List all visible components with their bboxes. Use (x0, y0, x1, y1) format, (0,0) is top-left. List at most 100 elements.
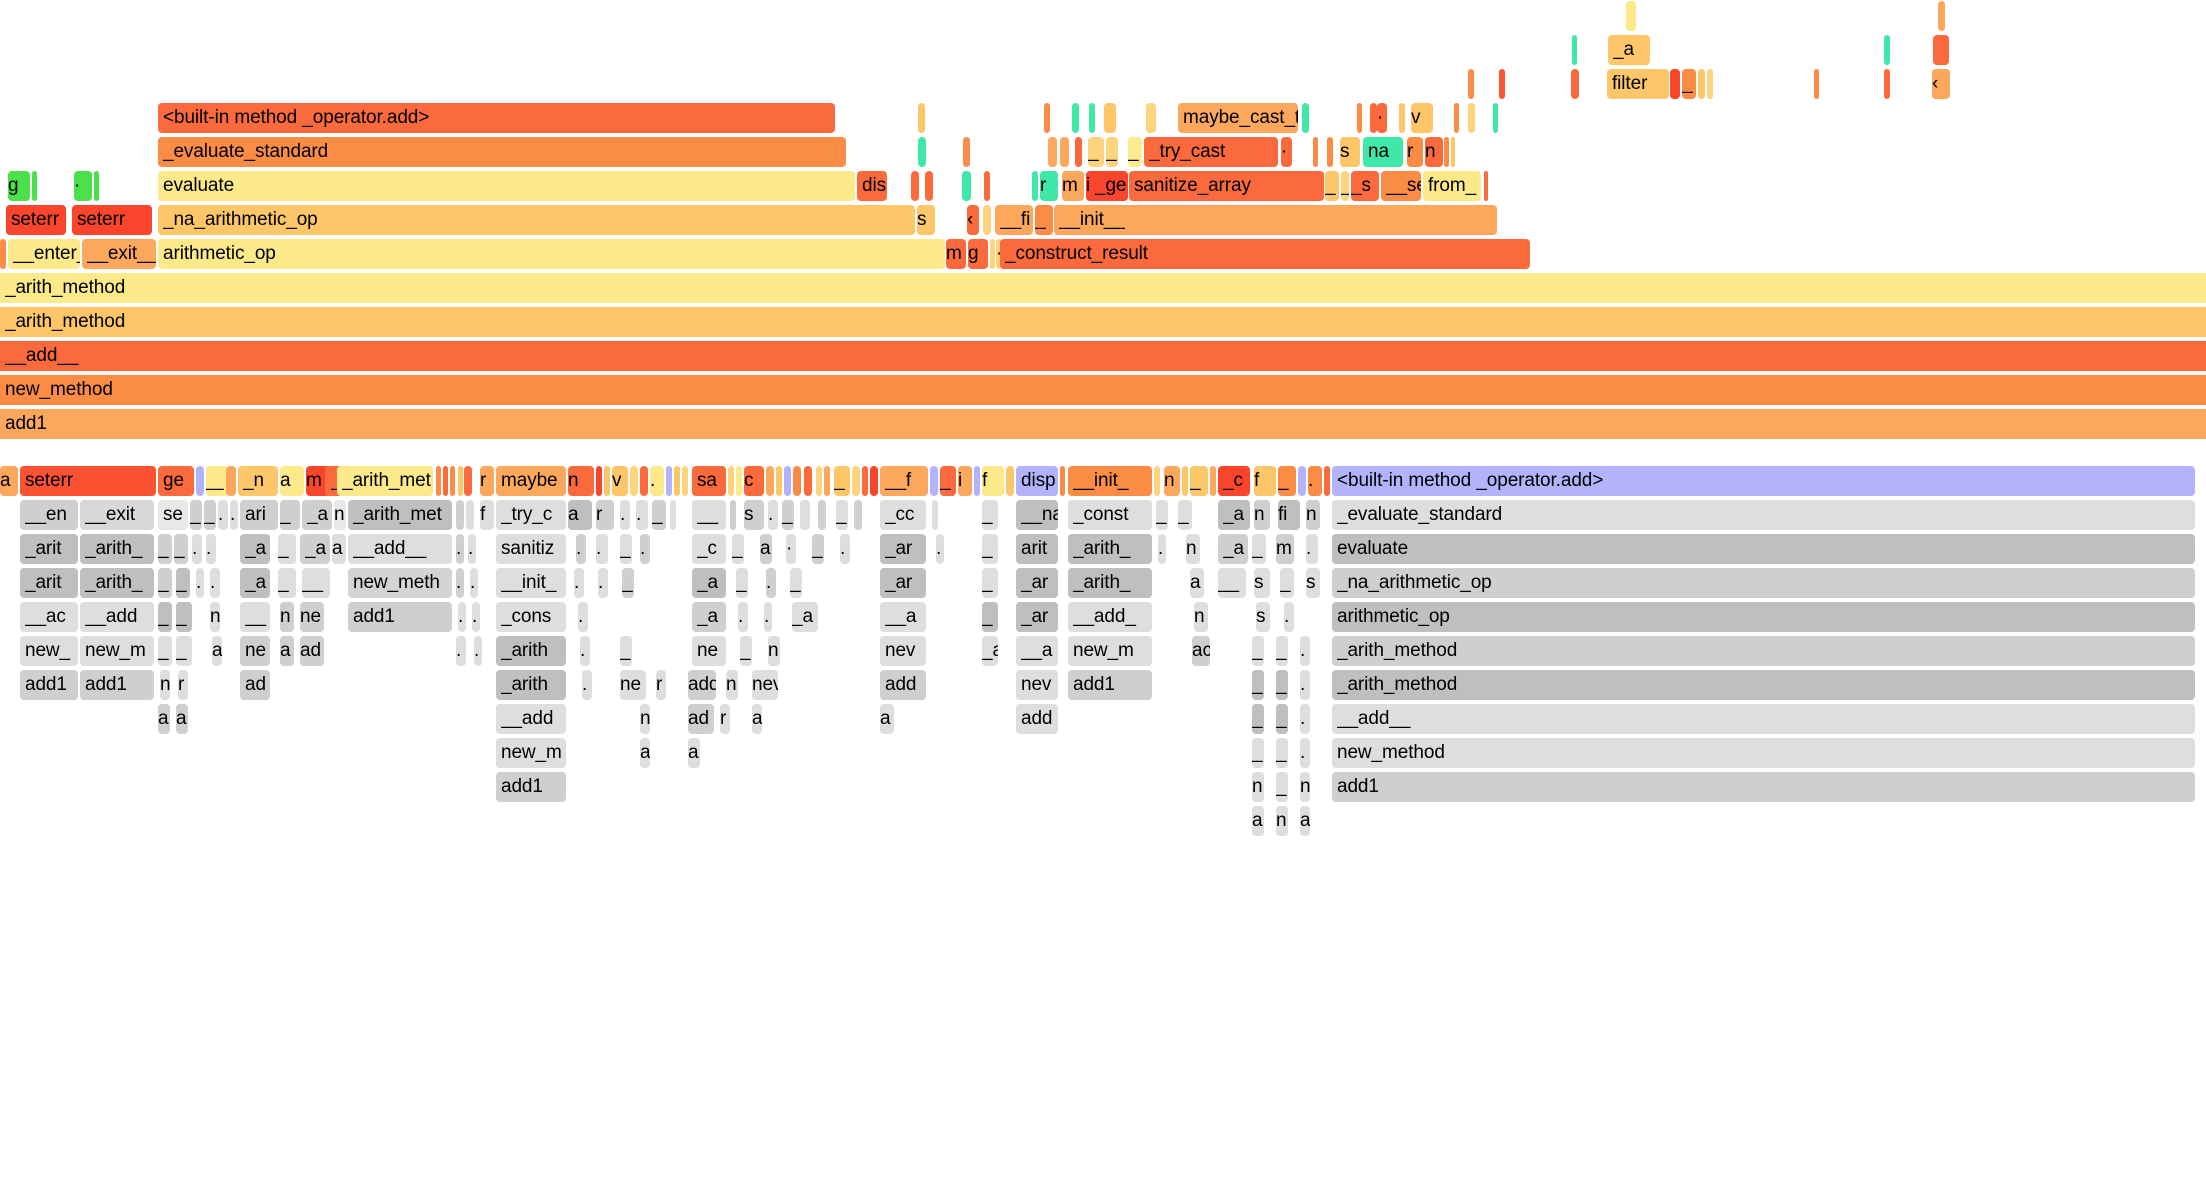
flamegraph-frame[interactable]: _a (1218, 534, 1248, 564)
flamegraph-frame[interactable]: s (1256, 602, 1270, 632)
flamegraph-frame-sliver[interactable] (1182, 466, 1188, 496)
flamegraph-frame[interactable]: _ (190, 500, 202, 530)
flamegraph-frame[interactable]: · (996, 239, 1002, 269)
flamegraph-frame[interactable]: _ (652, 500, 666, 530)
flamegraph-frame-sliver[interactable] (596, 466, 602, 496)
flamegraph-frame[interactable]: add (880, 670, 926, 700)
flamegraph-frame-sliver[interactable] (94, 171, 99, 201)
flamegraph-frame-sliver[interactable] (666, 466, 672, 496)
flamegraph-frame[interactable]: _ (620, 534, 632, 564)
flamegraph-frame[interactable]: a (640, 738, 650, 768)
flamegraph-frame[interactable]: _a (1608, 35, 1650, 65)
flamegraph-frame-sliver[interactable] (1089, 103, 1095, 133)
flamegraph-frame[interactable]: __ac (20, 602, 78, 632)
flamegraph-frame[interactable]: _a (792, 602, 818, 632)
flamegraph-frame[interactable]: <built-in method _operator.add> (1332, 466, 2195, 496)
flamegraph-frame[interactable]: _ (1035, 205, 1053, 235)
flamegraph-frame[interactable]: _ (1156, 500, 1168, 530)
flamegraph-frame-sliver[interactable] (925, 171, 933, 201)
flamegraph-frame[interactable]: __en (20, 500, 78, 530)
flamegraph-frame[interactable]: _ (1276, 670, 1288, 700)
flamegraph-frame[interactable]: · (1281, 137, 1292, 167)
flamegraph-frame[interactable]: _arith_ (1068, 534, 1152, 564)
flamegraph-frame-sliver[interactable] (984, 171, 990, 201)
flamegraph-frame[interactable]: n (1425, 137, 1443, 167)
flamegraph-frame[interactable]: _ar (880, 534, 926, 564)
flamegraph-frame[interactable]: . (192, 534, 202, 564)
flamegraph-frame[interactable]: _ (982, 568, 998, 598)
flamegraph-frame[interactable]: . (598, 568, 608, 598)
flamegraph-frame[interactable]: __exit__ (82, 239, 156, 269)
flamegraph-frame[interactable]: add1 (80, 670, 154, 700)
flamegraph-frame-sliver[interactable] (1324, 466, 1330, 496)
flamegraph-frame[interactable]: _ (1276, 636, 1288, 666)
flamegraph-frame[interactable]: add1 (20, 670, 78, 700)
flamegraph-frame[interactable]: new_method (1332, 738, 2195, 768)
flamegraph-frame-sliver[interactable] (1006, 466, 1014, 496)
flamegraph-frame-sliver[interactable] (1468, 69, 1474, 99)
flamegraph-frame[interactable]: · (786, 534, 796, 564)
flamegraph-frame[interactable]: r (656, 670, 666, 700)
flamegraph-frame[interactable]: __se (1381, 171, 1421, 201)
flamegraph-frame[interactable]: new_meth (348, 568, 452, 598)
flamegraph-frame[interactable]: _ (158, 602, 172, 632)
flamegraph-frame[interactable]: . (210, 568, 220, 598)
flamegraph-frame[interactable]: _arith_method (1332, 670, 2195, 700)
flamegraph-frame[interactable]: s (744, 500, 764, 530)
flamegraph-frame[interactable]: _try_c (496, 500, 566, 530)
flamegraph-frame[interactable]: r (178, 670, 188, 700)
flamegraph-frame[interactable]: s (1254, 568, 1270, 598)
flamegraph-frame[interactable]: _ (1341, 171, 1349, 201)
flamegraph-frame[interactable]: v (612, 466, 628, 496)
flamegraph-frame[interactable]: _arith (496, 636, 566, 666)
flamegraph-frame[interactable]: add (1016, 704, 1058, 734)
flamegraph-frame[interactable]: __a (1016, 636, 1058, 666)
flamegraph-frame[interactable]: ge (158, 466, 194, 496)
flamegraph-frame[interactable]: _ (982, 602, 998, 632)
flamegraph-frame[interactable]: n (1306, 500, 1320, 530)
flamegraph-frame[interactable]: a (1300, 806, 1310, 836)
flamegraph-frame[interactable]: _a (692, 568, 726, 598)
flamegraph-frame[interactable]: _ (1178, 500, 1192, 530)
flamegraph-frame[interactable]: _ (736, 568, 748, 598)
flamegraph-frame[interactable]: new_m (1068, 636, 1152, 666)
flamegraph-frame[interactable]: __add__ (0, 341, 2206, 371)
flamegraph-frame-sliver[interactable] (1146, 103, 1156, 133)
flamegraph-frame[interactable]: n (640, 704, 650, 734)
flamegraph-frame-sliver[interactable] (1884, 35, 1890, 65)
flamegraph-frame-sliver[interactable] (1444, 137, 1449, 167)
flamegraph-frame[interactable]: __ (302, 568, 330, 598)
flamegraph-frame[interactable]: add (688, 670, 716, 700)
flamegraph-frame[interactable]: . (840, 534, 850, 564)
flamegraph-frame[interactable]: _ (176, 636, 192, 666)
flamegraph-frame-sliver[interactable] (962, 171, 971, 201)
flamegraph-frame[interactable]: _na_arithmetic_op (1332, 568, 2195, 598)
flamegraph-frame[interactable]: evaluate (158, 171, 855, 201)
flamegraph-frame[interactable]: _ (278, 568, 296, 598)
flamegraph-frame[interactable]: . (640, 534, 650, 564)
flamegraph-frame[interactable]: _a (302, 500, 332, 530)
flamegraph-frame[interactable]: ne (620, 670, 646, 700)
flamegraph-frame[interactable]: _a (982, 636, 998, 666)
flamegraph-frame[interactable]: n (1252, 772, 1264, 802)
flamegraph-frame[interactable]: _ar (1016, 602, 1058, 632)
flamegraph-frame[interactable]: . (768, 500, 778, 530)
flamegraph-frame[interactable]: · (1377, 103, 1387, 133)
flamegraph-frame[interactable]: . (636, 500, 648, 530)
flamegraph-frame[interactable]: disp (857, 171, 887, 201)
flamegraph-frame[interactable]: _ (1276, 738, 1288, 768)
flamegraph-frame-sliver[interactable] (1626, 1, 1636, 31)
flamegraph-frame[interactable]: n (1276, 806, 1288, 836)
flamegraph-frame[interactable]: _ (176, 568, 190, 598)
flamegraph-frame[interactable]: . (472, 602, 480, 632)
flamegraph-frame-sliver[interactable] (930, 466, 938, 496)
flamegraph-frame[interactable]: fi (1278, 500, 1300, 530)
flamegraph-frame[interactable]: add1 (348, 602, 452, 632)
flamegraph-frame[interactable]: __fi (995, 205, 1033, 235)
flamegraph-frame[interactable]: _ (834, 466, 850, 496)
flamegraph-frame[interactable]: evaluate (1332, 534, 2195, 564)
flamegraph-frame[interactable]: _ (732, 534, 744, 564)
flamegraph-frame-sliver[interactable] (1938, 1, 1945, 31)
flamegraph-frame-sliver[interactable] (1571, 69, 1579, 99)
flamegraph-frame[interactable]: _arith_method (0, 307, 2206, 337)
